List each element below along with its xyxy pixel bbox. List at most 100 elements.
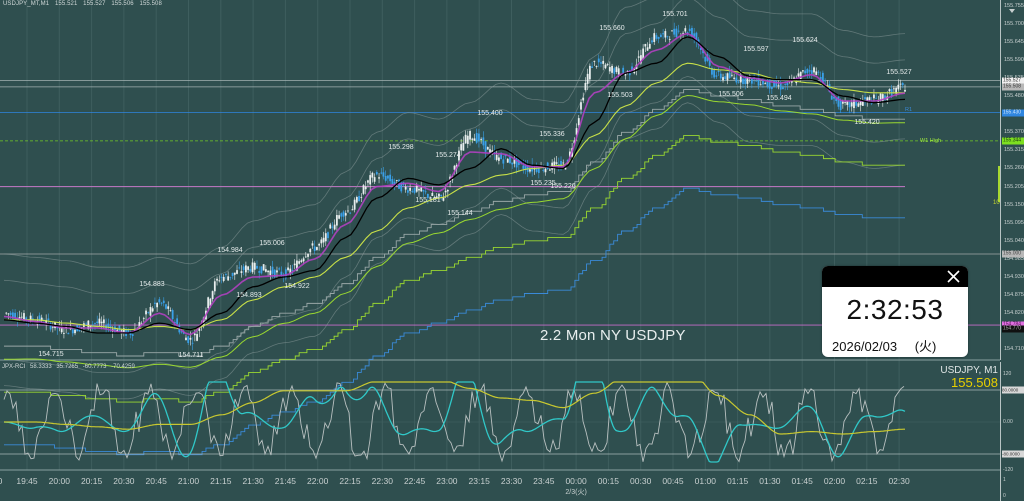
candle-down [768,79,771,89]
candle-up [471,138,474,140]
price-tick: 155.260 [1004,165,1024,172]
candle-up [582,97,585,101]
candle-up [881,94,884,101]
osc-extra-tick: 0 [1003,493,1006,499]
candle-up [575,128,578,135]
clock-weekday: (火) [914,339,937,354]
candle-down [173,322,176,323]
oscillator-axis[interactable]: 120 0.00 -120 80.0000 -80.0000 1 0 [1000,362,1024,501]
candle-down [426,193,429,198]
price-chart-canvas[interactable] [0,0,1000,501]
candle-up [267,270,269,273]
time-axis[interactable]: 0 19:45 20:00 20:15 20:30 20:45 21:00 21:15 21:3… [0,470,1000,501]
candle-up [395,180,398,181]
candle-down [154,302,156,304]
candle-up [733,77,736,79]
time-tick: 01:00 [694,476,716,486]
ma-slow-line [4,62,905,331]
candle-up [731,74,733,76]
candle-down [819,76,822,82]
candle-down [742,78,744,84]
candle-up [584,82,587,90]
ohlc-open: 155.521 [55,1,78,7]
candle-down [757,75,760,86]
candle-up [289,268,292,274]
oscillator-symbol: USDJPY, M1 [940,365,998,376]
candle-up [866,97,869,101]
candle-up [351,209,354,211]
candle-up [264,269,267,272]
price-tick: 155.480 [1004,93,1024,100]
candle-down [249,268,252,272]
candle-up [489,149,491,153]
candle-up [857,103,860,107]
candle-down [482,137,485,146]
candle-down [677,30,680,32]
peak-label: 155.226 [550,182,576,190]
candle-up [149,307,152,316]
candle-down [47,318,50,321]
candle-up [897,84,900,90]
candle-down [520,160,522,164]
candle-up [202,317,205,327]
clock-titlebar[interactable] [822,266,968,287]
candle-up [464,134,467,144]
candle-down [413,187,416,193]
chart-shift-triangle-icon[interactable] [1009,0,1015,13]
candle-down [49,323,52,330]
candle-up [347,210,349,212]
price-tick: 154.930 [1004,274,1024,281]
candle-up [624,73,627,76]
candle-down [67,332,70,335]
candle-down [782,87,784,90]
candle-up [844,102,846,103]
candle-down [340,213,343,217]
rci-slow-line [4,381,905,435]
candle-up [859,100,862,106]
rci-mid-line [3,381,906,463]
candle-up [473,138,476,141]
candle-up [269,270,272,276]
close-icon[interactable] [945,268,962,285]
price-tag-level-gray: 155.000 [1002,250,1024,258]
candle-up [764,83,767,85]
candle-up [420,187,423,192]
candle-up [151,308,154,312]
clock-widget[interactable]: 2:32:53 2026/02/03 (火) [822,266,968,357]
candle-up [642,48,645,60]
peak-label: 155.144 [447,209,473,217]
candle-up [904,89,906,92]
price-tick: 154.985 [1004,255,1024,262]
price-tag-level-black: 154.770 [1002,325,1024,333]
price-tick: 155.150 [1004,201,1024,208]
candle-down [260,266,263,274]
candle-up [98,318,101,324]
candle-up [262,264,265,271]
candle-down [114,326,116,333]
candle-up [648,43,651,49]
peak-label: 155.400 [477,110,503,118]
chart-caption: 2.2 Mon NY USDJPY [540,327,686,344]
candle-up [722,77,724,81]
candle-up [63,332,65,334]
candle-down [750,78,753,84]
candle-down [806,68,809,74]
price-axis[interactable]: 155.755155.700155.645155.590155.535155.4… [1000,0,1024,360]
candle-down [109,325,112,328]
candle-up [895,87,898,94]
candle-up [418,188,420,191]
candle-up [497,157,500,161]
candle-up [759,84,762,86]
candle-down [500,154,503,159]
candle-down [704,56,707,62]
time-tick: 22:00 [307,476,329,486]
candle-up [682,32,684,34]
candle-up [438,193,440,197]
peak-label: 155.597 [743,45,769,53]
candle-up [7,313,10,315]
candle-up [360,196,363,198]
osc-level-tag: 80.0000 [1002,386,1024,394]
candle-down [817,71,820,73]
candle-up [140,323,143,325]
candle-up [196,334,198,341]
